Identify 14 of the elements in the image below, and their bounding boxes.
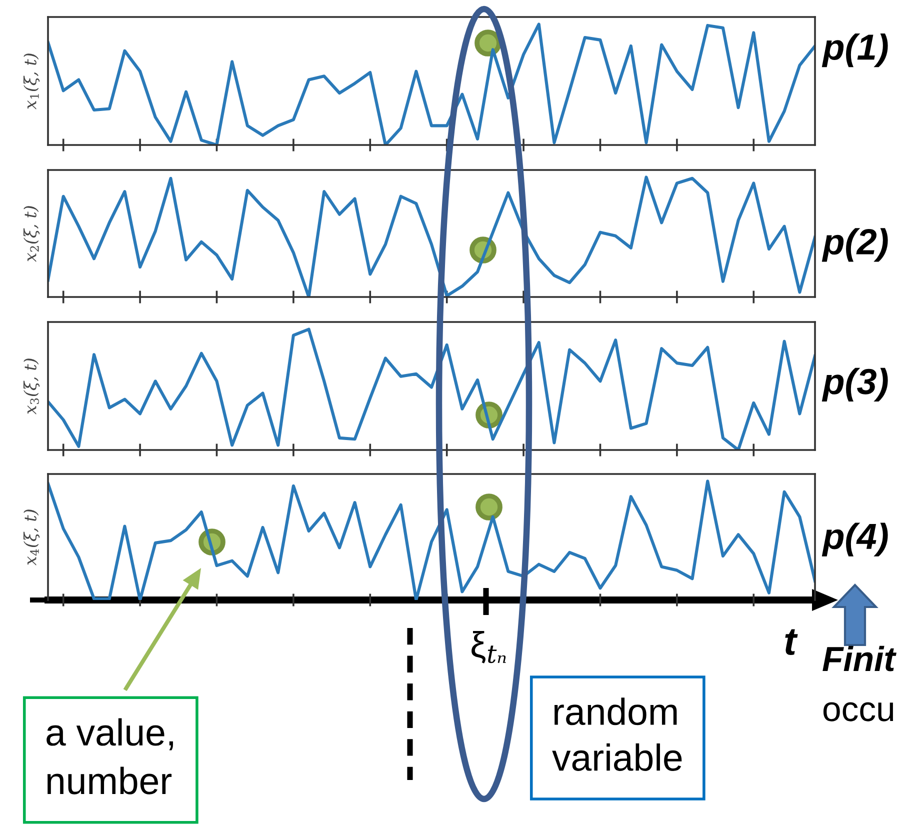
text: p(2) — [822, 228, 888, 262]
y-axis-title: x$_{3}$(ξ, t) — [24, 358, 40, 414]
y-axis-title: x$_{2}$(ξ, t) — [24, 206, 40, 262]
text: p(1) — [822, 33, 888, 68]
text: p(4) — [822, 522, 888, 556]
text: a value, number — [46, 718, 173, 794]
text: p(3) — [822, 368, 888, 402]
text: occu — [823, 702, 894, 722]
x-axis-title: t — [785, 629, 798, 655]
y-axis-title: x$_{1}$(ξ, t) — [24, 54, 40, 110]
y-axis-title: x$_{4}$(ξ, t) — [24, 510, 40, 566]
text: random variable — [552, 698, 682, 771]
text: Finit — [822, 646, 896, 672]
text: ξ$_{tₙ}$ — [472, 630, 506, 664]
